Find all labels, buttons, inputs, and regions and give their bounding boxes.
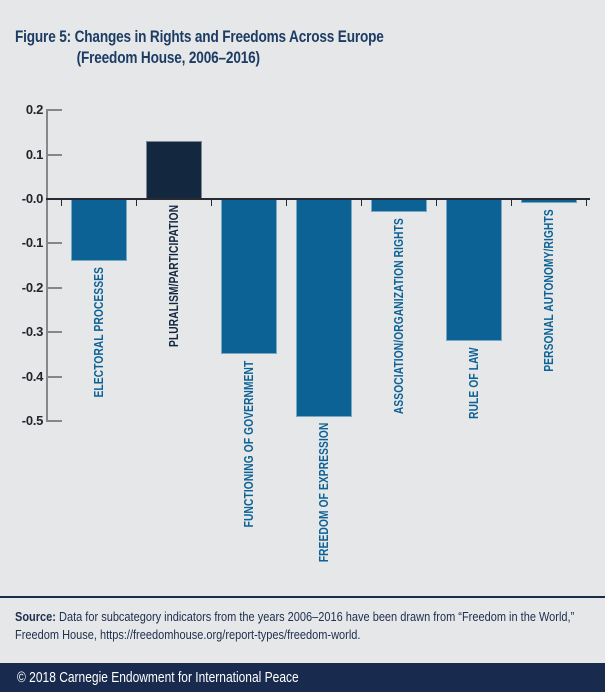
bar-rule-of-law — [446, 199, 502, 342]
category-label-association-organization-rights: ASSOCIATION/ORGANIZATION RIGHTS — [391, 218, 406, 415]
bar-association-organization-rights — [371, 199, 427, 213]
category-label-freedom-of-expression: FREEDOM OF EXPRESSION — [316, 422, 331, 563]
category-label-rule-of-law: RULE OF LAW — [466, 347, 481, 419]
y-tick-label: -0.0 — [21, 191, 44, 206]
category-label-functioning-of-government: FUNCTIONING OF GOVERNMENT — [241, 360, 256, 528]
source-text: Data for subcategory indicators from the… — [15, 610, 575, 642]
copyright-text: © 2018 Carnegie Endowment for Internatio… — [17, 669, 299, 686]
y-tick-label: 0.1 — [25, 146, 43, 162]
x-tick — [585, 200, 588, 206]
y-tick-label: -0.4 — [21, 368, 44, 384]
x-tick — [135, 200, 138, 206]
source-divider — [0, 596, 605, 598]
x-tick — [285, 200, 288, 206]
y-tick — [46, 109, 62, 112]
x-tick — [360, 200, 363, 206]
bar-pluralism-participation — [146, 141, 202, 199]
x-tick — [510, 200, 513, 206]
y-tick — [46, 242, 62, 245]
y-tick — [46, 375, 62, 378]
y-tick-label: 0.2 — [25, 102, 43, 118]
source-label: Source: — [15, 610, 56, 624]
y-tick — [46, 286, 62, 289]
category-label-personal-autonomy-rights: PERSONAL AUTONOMY/RIGHTS — [541, 209, 556, 372]
y-tick-label: -0.2 — [21, 279, 44, 295]
bar-functioning-of-government — [221, 199, 277, 355]
category-label-electoral-processes: ELECTORAL PROCESSES — [91, 266, 106, 398]
x-tick — [60, 200, 63, 206]
y-tick-label: -0.1 — [21, 235, 44, 251]
bar-electoral-processes — [71, 199, 127, 262]
y-tick — [46, 420, 62, 422]
y-axis-line — [46, 110, 48, 421]
zero-line — [46, 197, 590, 201]
y-tick-label: -0.5 — [21, 413, 44, 428]
footer-bar: © 2018 Carnegie Endowment for Internatio… — [0, 663, 605, 692]
figure-title-line1: Figure 5: Changes in Rights and Freedoms… — [15, 27, 384, 46]
bar-freedom-of-expression — [296, 199, 352, 417]
y-tick — [46, 331, 62, 334]
bar-chart: 0.2 0.1 -0.0 -0.1 -0.2 -0.3 -0.4 -0.5 ELECTORAL … — [21, 102, 590, 563]
figure-title-line2: (Freedom House, 2006–2016) — [76, 48, 260, 67]
x-tick — [435, 200, 438, 206]
source-note: Source: Data for subcategory indicators … — [15, 609, 585, 644]
category-label-pluralism-participation: PLURALISM/PARTICIPATION — [166, 204, 181, 347]
y-tick-label: -0.3 — [21, 324, 44, 340]
figure-title: Figure 5: Changes in Rights and Freedoms… — [15, 26, 384, 68]
x-tick — [210, 200, 213, 206]
y-tick — [46, 153, 62, 156]
